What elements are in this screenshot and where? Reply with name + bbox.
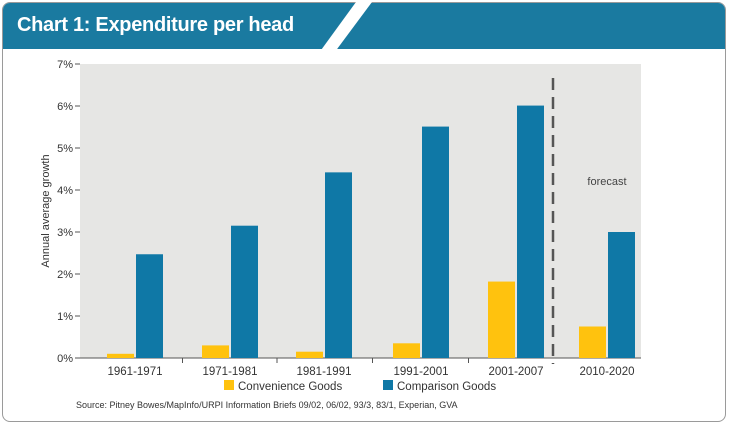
bar-convenience bbox=[393, 343, 420, 358]
bar-comparison bbox=[608, 232, 635, 358]
legend-label: Convenience Goods bbox=[238, 381, 342, 393]
bar-comparison bbox=[231, 225, 258, 358]
y-tick-label: 7% bbox=[57, 59, 73, 71]
forecast-annotation: forecast bbox=[587, 176, 626, 188]
chart-title: Chart 1: Expenditure per head bbox=[17, 14, 294, 36]
x-tick-label: 2010-2020 bbox=[580, 366, 635, 378]
bar-convenience bbox=[296, 351, 323, 358]
bar-comparison bbox=[517, 105, 544, 358]
x-tick-label: 1961-1971 bbox=[108, 366, 163, 378]
bar-convenience bbox=[107, 353, 134, 358]
x-tick-label: 2001-2007 bbox=[489, 366, 544, 378]
bar-convenience bbox=[202, 345, 229, 358]
header-swoosh-decoration bbox=[308, 2, 372, 72]
legend-swatch bbox=[224, 380, 234, 390]
x-tick-label: 1991-2001 bbox=[394, 366, 449, 378]
x-tick-label: 1971-1981 bbox=[203, 366, 258, 378]
y-tick-label: 5% bbox=[57, 143, 73, 155]
y-tick-label: 3% bbox=[57, 227, 73, 239]
bar-convenience bbox=[488, 281, 515, 358]
bar-convenience bbox=[579, 326, 606, 358]
legend-swatch bbox=[383, 380, 393, 390]
y-axis-label: Annual average growth bbox=[40, 154, 52, 267]
bar-comparison bbox=[136, 254, 163, 358]
y-tick-label: 6% bbox=[57, 101, 73, 113]
bar-comparison bbox=[325, 172, 352, 358]
y-tick-label: 1% bbox=[57, 311, 73, 323]
source-note: Source: Pitney Bowes/MapInfo/URPI Inform… bbox=[76, 400, 458, 410]
x-tick-label: 1981-1991 bbox=[297, 366, 352, 378]
y-tick-label: 4% bbox=[57, 185, 73, 197]
plot-background bbox=[80, 64, 641, 358]
legend-label: Comparison Goods bbox=[397, 381, 496, 393]
y-tick-label: 0% bbox=[57, 353, 73, 365]
bar-comparison bbox=[422, 126, 449, 358]
y-tick-label: 2% bbox=[57, 269, 73, 281]
